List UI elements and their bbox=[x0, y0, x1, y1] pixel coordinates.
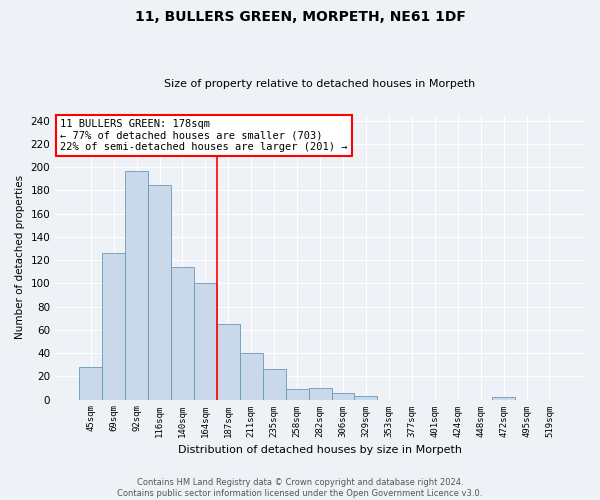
Text: 11, BULLERS GREEN, MORPETH, NE61 1DF: 11, BULLERS GREEN, MORPETH, NE61 1DF bbox=[134, 10, 466, 24]
Bar bbox=[286, 389, 308, 400]
Text: Contains HM Land Registry data © Crown copyright and database right 2024.
Contai: Contains HM Land Registry data © Crown c… bbox=[118, 478, 482, 498]
X-axis label: Distribution of detached houses by size in Morpeth: Distribution of detached houses by size … bbox=[178, 445, 462, 455]
Title: Size of property relative to detached houses in Morpeth: Size of property relative to detached ho… bbox=[164, 79, 476, 89]
Bar bbox=[492, 397, 515, 400]
Bar bbox=[240, 353, 263, 400]
Bar bbox=[102, 253, 125, 400]
Bar bbox=[355, 396, 377, 400]
Bar bbox=[194, 284, 217, 400]
Bar bbox=[79, 367, 102, 400]
Bar bbox=[125, 170, 148, 400]
Bar bbox=[308, 388, 332, 400]
Bar bbox=[171, 267, 194, 400]
Y-axis label: Number of detached properties: Number of detached properties bbox=[15, 175, 25, 339]
Bar bbox=[263, 370, 286, 400]
Bar bbox=[217, 324, 240, 400]
Bar bbox=[148, 184, 171, 400]
Text: 11 BULLERS GREEN: 178sqm
← 77% of detached houses are smaller (703)
22% of semi-: 11 BULLERS GREEN: 178sqm ← 77% of detach… bbox=[61, 119, 348, 152]
Bar bbox=[332, 392, 355, 400]
